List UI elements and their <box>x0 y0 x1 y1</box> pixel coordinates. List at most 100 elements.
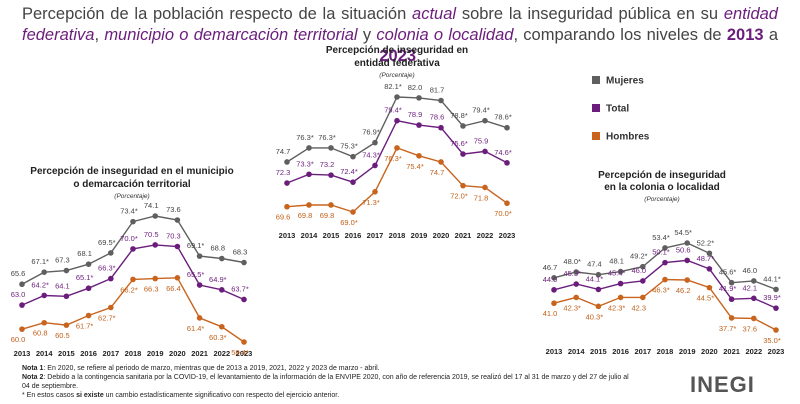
point <box>152 242 158 248</box>
point <box>416 95 422 101</box>
data-label: 46.0 <box>631 266 646 275</box>
data-label: 49.2* <box>630 252 648 261</box>
data-label: 44.1* <box>586 274 604 283</box>
note: Nota 2: Debido a la contingencia sanitar… <box>22 373 632 391</box>
data-label: 69.8 <box>298 211 313 220</box>
data-label: 64.2* <box>31 280 49 289</box>
title-text: , comparando los niveles de <box>513 26 727 44</box>
data-label: 73.3* <box>296 159 314 168</box>
data-label: 73.6 <box>166 205 181 214</box>
point <box>640 263 646 270</box>
x-tick-label: 2014 <box>301 231 319 240</box>
point <box>284 203 290 210</box>
x-tick-label: 2016 <box>612 347 629 356</box>
chart-title: entidad federativa <box>354 58 440 69</box>
x-tick-label: 2020 <box>433 231 450 240</box>
data-label: 68.1 <box>77 249 92 258</box>
point <box>284 180 290 186</box>
data-label: 46.3* <box>652 286 670 295</box>
point <box>85 312 92 319</box>
point <box>350 179 356 185</box>
point <box>85 261 92 267</box>
point <box>504 124 510 131</box>
data-label: 69.5* <box>98 238 116 247</box>
point <box>728 296 735 303</box>
data-label: 70.0* <box>120 234 138 243</box>
point <box>372 189 378 195</box>
x-tick-label: 2022 <box>745 347 762 356</box>
title-year: 2013 <box>726 26 764 44</box>
point <box>174 243 181 250</box>
data-label: 47.4 <box>587 260 602 269</box>
title-emphasis: municipio o demarcación territorial <box>104 26 358 44</box>
x-tick-label: 2017 <box>102 349 119 358</box>
point <box>241 296 247 303</box>
data-label: 42.1 <box>742 283 757 292</box>
point <box>219 323 225 330</box>
x-tick-label: 2018 <box>125 349 142 358</box>
data-label: 75.6* <box>450 139 468 148</box>
x-tick-label: 2021 <box>455 231 472 240</box>
data-label: 67.3 <box>55 256 70 265</box>
data-label: 60.8 <box>33 329 48 338</box>
data-label: 69.1* <box>187 241 205 250</box>
note: * En estos casos si existe un cambio est… <box>22 391 632 400</box>
point <box>19 302 25 308</box>
note: Nota 1: En 2020, se refiere al periodo d… <box>22 364 632 373</box>
data-label: 78.9 <box>408 110 423 119</box>
data-label: 75.3* <box>340 142 358 151</box>
note-label: Nota 2 <box>22 374 44 381</box>
data-label: 74.7 <box>276 147 291 156</box>
point <box>394 145 400 151</box>
data-label: 46.7 <box>543 263 558 272</box>
title-emphasis: colonia o localidad <box>376 26 514 44</box>
title-text: sobre la inseguridad pública en su <box>456 5 724 23</box>
data-label: 75.4* <box>406 162 424 171</box>
point <box>640 294 646 301</box>
legend-swatch <box>592 132 600 140</box>
data-label: 81.7 <box>430 86 445 95</box>
data-label: 46.2 <box>676 286 691 295</box>
point <box>460 151 466 157</box>
data-label: 72.0* <box>450 192 468 201</box>
point <box>617 280 624 287</box>
note-text: * En estos casos <box>22 392 77 399</box>
point <box>41 319 47 326</box>
page-title: Percepción de la población respecto de l… <box>22 4 778 67</box>
data-label: 69.6 <box>276 213 291 222</box>
data-label: 52.2* <box>697 238 715 247</box>
title-text: , <box>94 26 105 44</box>
chart-title: Percepción de inseguridad <box>598 170 726 181</box>
point <box>108 304 114 311</box>
chart-subtitle: (Porcentaje) <box>114 193 149 200</box>
point <box>394 117 400 124</box>
data-label: 63.0 <box>11 290 26 299</box>
point <box>504 200 510 207</box>
point <box>350 209 356 215</box>
legend-label: Total <box>606 104 629 115</box>
x-tick-label: 2019 <box>679 347 696 356</box>
data-label: 39.9* <box>763 293 781 302</box>
data-label: 72.3 <box>276 168 291 177</box>
point <box>63 322 70 328</box>
data-label: 70.0* <box>494 209 512 218</box>
data-label: 62.7* <box>98 313 116 322</box>
x-tick-label: 2022 <box>477 231 494 240</box>
data-label: 71.3* <box>362 198 380 207</box>
data-label: 74.6* <box>494 148 512 157</box>
point <box>328 172 334 178</box>
point <box>728 315 735 321</box>
data-label: 60.0 <box>11 335 26 344</box>
x-tick-label: 2015 <box>58 349 75 358</box>
point <box>482 117 488 124</box>
data-label: 37.6 <box>742 324 757 333</box>
chart-title: o demarcación territorial <box>73 179 190 190</box>
point <box>773 327 779 333</box>
point <box>63 267 70 274</box>
chart-subtitle: (Porcentaje) <box>379 72 414 79</box>
data-label: 45.6* <box>719 268 737 277</box>
data-label: 64.9* <box>209 275 227 284</box>
point <box>773 305 779 311</box>
point <box>19 326 25 332</box>
data-label: 69.0* <box>340 218 358 227</box>
